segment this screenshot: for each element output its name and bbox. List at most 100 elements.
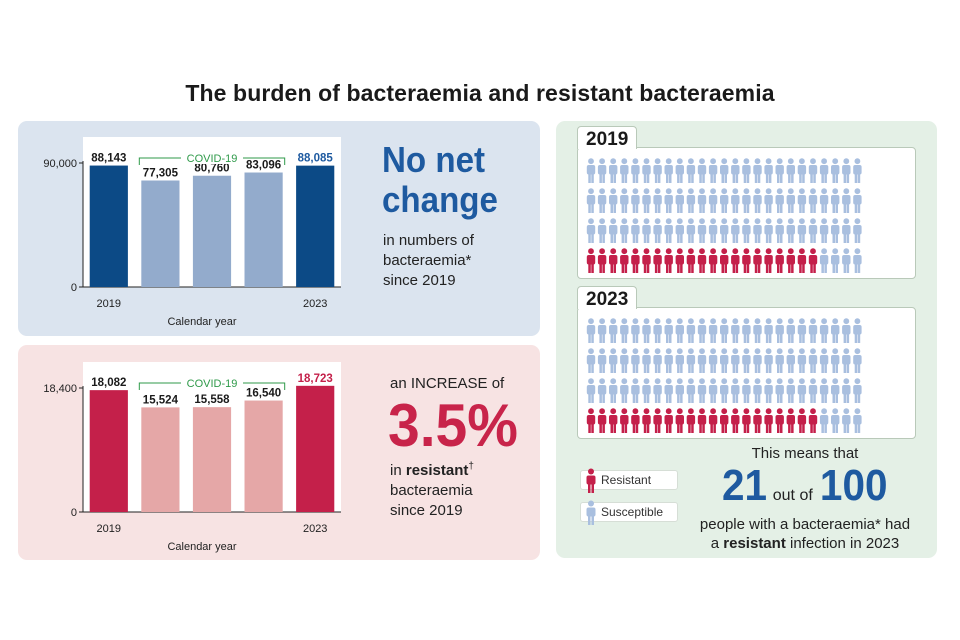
y-tick-label: 18,400 (43, 383, 77, 395)
subtext-line3: since 2019 (383, 272, 456, 289)
susceptible-person-2023 (731, 318, 740, 343)
susceptible-person-2019 (708, 158, 718, 183)
susceptible-person-2019 (720, 188, 729, 213)
susceptible-person-2023 (708, 348, 718, 373)
susceptible-person-2023 (775, 348, 784, 373)
summary-headline: 21 out of 100 (690, 461, 920, 521)
increase-subtext: in resistant† bacteraemia since 2019 (390, 457, 474, 521)
susceptible-person-2023 (764, 348, 773, 373)
susceptible-person-2019 (742, 158, 751, 183)
susceptible-person-2019 (742, 188, 751, 213)
susceptible-person-2023 (842, 318, 851, 343)
resistant-person-2019 (775, 248, 784, 273)
covid-bracket: COVID-19 (138, 376, 286, 390)
resistant-person-2019 (731, 248, 740, 273)
resistant-person-2019 (686, 248, 696, 273)
susceptible-person-2023 (842, 378, 851, 403)
x-axis-title: Calendar year (167, 541, 236, 553)
susceptible-person-2023 (597, 318, 607, 343)
bar-2021 (192, 175, 232, 287)
susceptible-person-2023 (642, 348, 651, 373)
susceptible-person-2019 (720, 218, 729, 243)
resistant-person-2019 (808, 248, 818, 273)
legend-susceptible: Susceptible (580, 500, 678, 525)
susceptible-person-2023 (797, 318, 807, 343)
bar-2022 (244, 400, 283, 512)
susceptible-person-2023 (675, 348, 684, 373)
susceptible-person-2019 (797, 158, 807, 183)
resistant-person-2023 (708, 408, 718, 433)
resistant-person-2023 (775, 408, 784, 433)
resistant-person-2023 (731, 408, 740, 433)
susceptible-person-2023 (642, 318, 651, 343)
covid-label: COVID-19 (187, 153, 238, 165)
year-tab-2019: 2019 (577, 126, 638, 150)
susceptible-person-2023 (697, 348, 707, 373)
susceptible-person-2019 (609, 158, 618, 183)
susceptible-person-2019 (675, 158, 684, 183)
resistant-person-2023 (753, 408, 762, 433)
resistant-person-2023 (609, 408, 618, 433)
susceptible-person-2019 (697, 218, 707, 243)
susceptible-person-icon (586, 500, 596, 525)
resistant-person-2023 (742, 408, 751, 433)
susceptible-person-2023 (775, 378, 784, 403)
susceptible-person-2023 (742, 348, 751, 373)
resistant-person-2023 (664, 408, 673, 433)
bar-2022 (244, 172, 283, 287)
summary-line4: a resistant infection in 2023 (676, 535, 934, 552)
resistant-person-2023 (597, 408, 607, 433)
susceptible-person-2023 (686, 348, 696, 373)
susceptible-person-2023 (675, 378, 684, 403)
susceptible-person-2019 (853, 218, 862, 243)
susceptible-person-2019 (808, 218, 818, 243)
susceptible-person-2023 (786, 378, 795, 403)
susceptible-person-2023 (842, 348, 851, 373)
value-label-2023: 88,085 (298, 153, 334, 165)
susceptible-person-2019 (797, 188, 807, 213)
susceptible-person-2023 (831, 378, 840, 403)
susceptible-person-2023 (586, 378, 596, 403)
resistant-person-2023 (586, 408, 596, 433)
susceptible-person-2019 (842, 158, 851, 183)
susceptible-person-2019 (753, 188, 762, 213)
dagger-mark: † (468, 461, 474, 472)
susceptible-person-2023 (609, 348, 618, 373)
value-label-2020: 15,524 (143, 394, 179, 406)
resistant-person-2019 (653, 248, 662, 273)
susceptible-person-2023 (686, 318, 696, 343)
year-tab-2023: 2023 (577, 286, 638, 310)
susceptible-person-2023 (631, 318, 640, 343)
susceptible-person-2019 (775, 218, 784, 243)
susceptible-person-2023 (631, 378, 640, 403)
value-label-2019: 88,143 (91, 153, 126, 165)
resistant-person-2023 (620, 408, 629, 433)
legend-resistant-label: Resistant (601, 473, 652, 487)
susceptible-person-2023 (853, 408, 862, 433)
resistant-person-2023 (764, 408, 773, 433)
susceptible-person-2019 (786, 158, 795, 183)
x-tick-label-2023: 2023 (303, 298, 327, 310)
bar-2023 (296, 385, 335, 512)
susceptible-person-2023 (753, 318, 762, 343)
bar-2019 (89, 165, 128, 287)
susceptible-person-2019 (786, 188, 795, 213)
resistant-person-2023 (631, 408, 640, 433)
susceptible-person-2023 (764, 318, 773, 343)
susceptible-person-2019 (831, 248, 840, 273)
summary-line4-bold: resistant (723, 535, 786, 552)
susceptible-person-2019 (597, 188, 607, 213)
x-tick-label-2023: 2023 (303, 523, 327, 535)
resistant-person-2019 (597, 248, 607, 273)
susceptible-person-2023 (697, 378, 707, 403)
susceptible-person-2019 (819, 188, 829, 213)
susceptible-person-2023 (664, 378, 673, 403)
susceptible-person-2019 (653, 188, 662, 213)
susceptible-person-2019 (664, 218, 673, 243)
resistant-person-2023 (808, 408, 818, 433)
value-label-2020: 77,305 (143, 167, 179, 179)
resistant-person-2023 (642, 408, 651, 433)
susceptible-person-2019 (819, 248, 829, 273)
